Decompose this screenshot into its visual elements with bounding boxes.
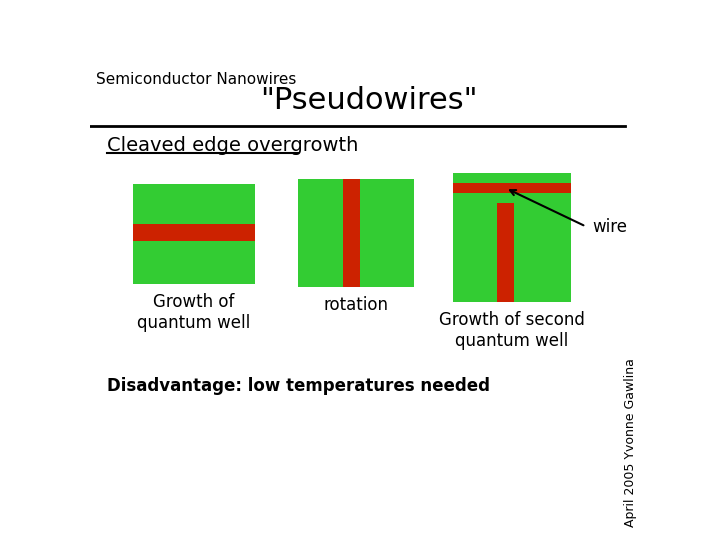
Bar — [453, 173, 570, 204]
Text: wire: wire — [593, 218, 627, 235]
Text: Cleaved edge overgrowth: Cleaved edge overgrowth — [107, 136, 359, 154]
Text: Growth of
quantum well: Growth of quantum well — [138, 294, 251, 332]
Text: Disadvantage: low temperatures needed: Disadvantage: low temperatures needed — [107, 377, 490, 395]
Text: Semiconductor Nanowires: Semiconductor Nanowires — [96, 72, 297, 87]
Text: rotation: rotation — [323, 296, 388, 314]
Bar — [132, 224, 255, 241]
Bar — [343, 179, 360, 287]
Bar — [297, 179, 414, 287]
Text: "Pseudowires": "Pseudowires" — [260, 86, 478, 116]
Text: Growth of second
quantum well: Growth of second quantum well — [438, 311, 585, 350]
Bar — [453, 183, 570, 193]
Text: April 2005 Yvonne Gawlina: April 2005 Yvonne Gawlina — [624, 357, 637, 526]
Bar — [497, 202, 514, 302]
Bar — [453, 202, 570, 302]
Bar — [132, 184, 255, 284]
